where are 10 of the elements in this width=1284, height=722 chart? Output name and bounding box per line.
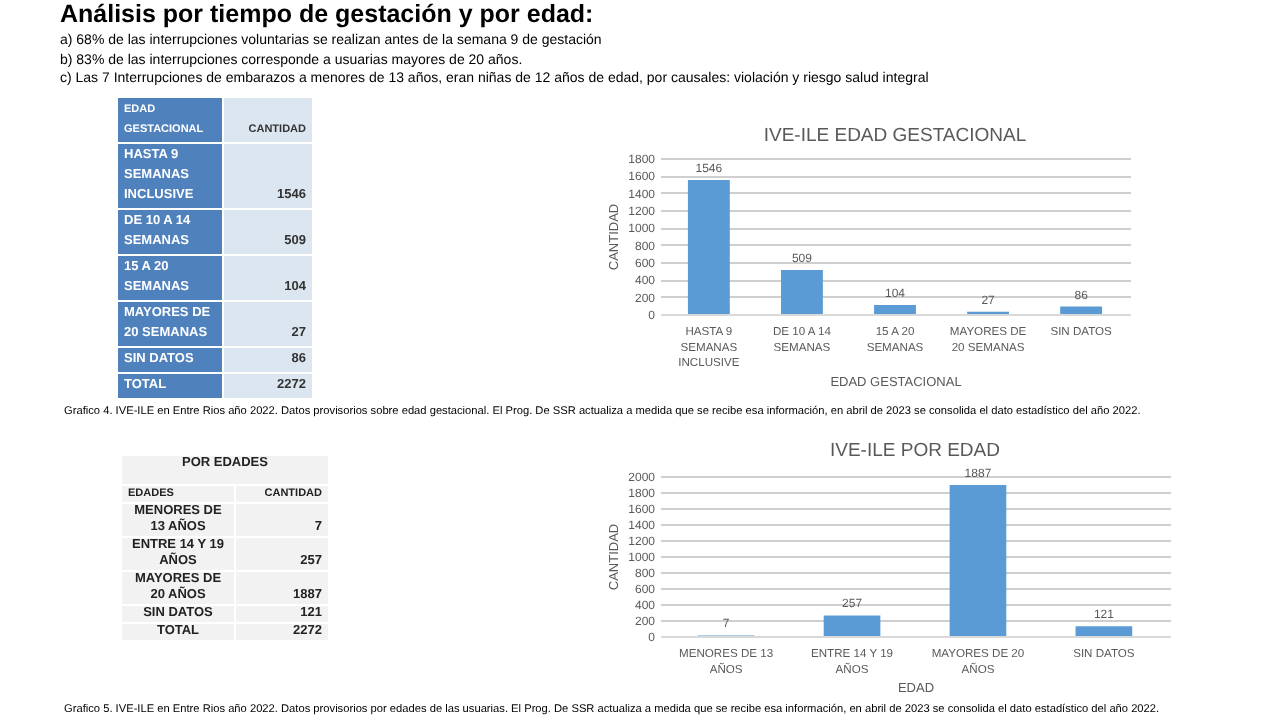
bar [687, 180, 730, 314]
text: Análisis por tiempo de gestación y por edad: [60, 0, 596, 28]
bar [1060, 306, 1103, 314]
chart-title: IVE-ILE EDAD GESTACIONAL [763, 125, 1027, 147]
chart-title: IVE-ILE POR EDAD [830, 440, 1001, 463]
bar [949, 485, 1007, 636]
bar [874, 304, 916, 314]
bar [780, 269, 823, 314]
bar [1075, 626, 1133, 636]
bar [823, 615, 881, 636]
